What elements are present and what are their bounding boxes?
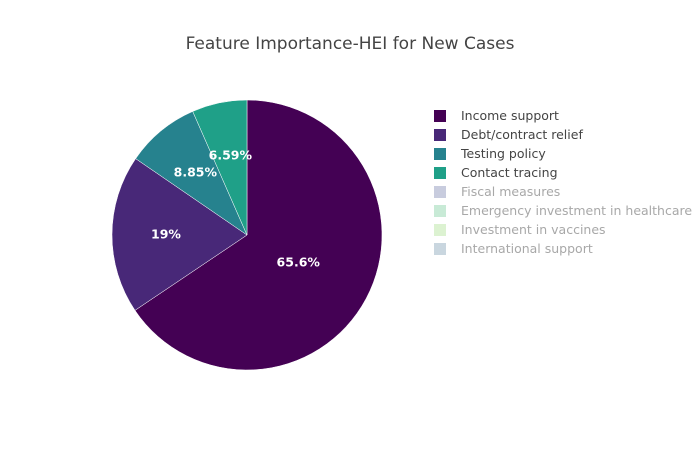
legend-item-emergency-investment-in-healthcare[interactable]: Emergency investment in healthcare — [434, 201, 692, 220]
slice-label-testing-policy: 8.85% — [174, 165, 218, 180]
legend: Income support Debt/contract relief Testin… — [434, 106, 692, 258]
legend-swatch — [434, 185, 446, 198]
legend-item-debt-contract-relief[interactable]: Debt/contract relief — [434, 125, 692, 144]
legend-swatch — [434, 242, 446, 255]
legend-item-investment-in-vaccines[interactable]: Investment in vaccines — [434, 220, 692, 239]
legend-item-international-support[interactable]: International support — [434, 239, 692, 258]
slice-label-income-support: 65.6% — [277, 254, 321, 269]
legend-item-income-support[interactable]: Income support — [434, 106, 692, 125]
legend-swatch — [434, 223, 446, 236]
pie-slice-contact-tracing[interactable] — [192, 99, 248, 236]
slice-label-contact-tracing: 6.59% — [209, 148, 253, 163]
legend-item-testing-policy[interactable]: Testing policy — [434, 144, 692, 163]
legend-swatch — [434, 109, 446, 122]
chart-title: Feature Importance-HEI for New Cases — [185, 34, 515, 54]
slice-label-debt-contract-relief: 19% — [151, 227, 181, 242]
legend-item-fiscal-measures[interactable]: Fiscal measures — [434, 182, 692, 201]
pie-slice-debt-contract-relief[interactable] — [111, 158, 248, 311]
legend-label: Debt/contract relief — [461, 127, 583, 142]
legend-swatch — [434, 147, 446, 160]
legend-label: Income support — [461, 108, 559, 123]
legend-label: Fiscal measures — [461, 184, 561, 199]
legend-swatch — [434, 128, 446, 141]
legend-label: Emergency investment in healthcare — [461, 203, 693, 218]
legend-label: International support — [461, 241, 593, 256]
legend-swatch — [434, 166, 446, 179]
legend-label: Contact tracing — [461, 165, 558, 180]
legend-label: Testing policy — [461, 146, 546, 161]
legend-item-contact-tracing[interactable]: Contact tracing — [434, 163, 692, 182]
legend-swatch — [434, 204, 446, 217]
legend-label: Investment in vaccines — [461, 222, 606, 237]
pie-slice-income-support[interactable] — [134, 99, 383, 371]
